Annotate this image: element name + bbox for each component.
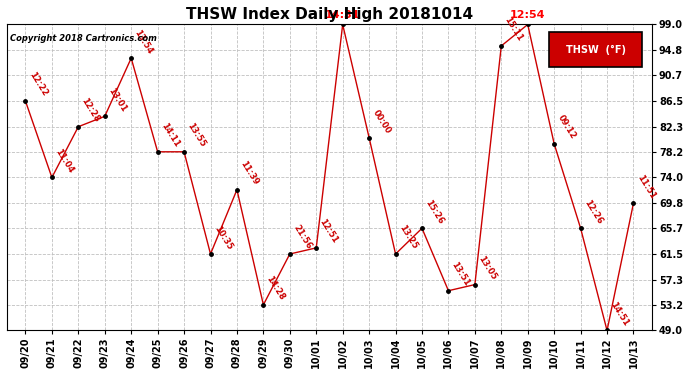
Text: 15:11: 15:11 [503, 16, 524, 43]
Text: 15:26: 15:26 [424, 198, 445, 225]
Text: 12:22: 12:22 [27, 70, 49, 98]
Text: 13:55: 13:55 [186, 122, 207, 149]
Text: 14:11: 14:11 [159, 122, 181, 149]
Text: 13:05: 13:05 [476, 255, 498, 282]
Text: 14:51: 14:51 [609, 300, 630, 328]
Text: 13:25: 13:25 [397, 224, 419, 251]
Text: 11:04: 11:04 [53, 147, 75, 175]
Text: 10:35: 10:35 [212, 224, 234, 251]
Text: 13:54: 13:54 [132, 28, 155, 56]
Text: 11:51: 11:51 [635, 173, 657, 200]
Text: 12:51: 12:51 [317, 217, 339, 245]
Title: THSW Index Daily High 20181014: THSW Index Daily High 20181014 [186, 7, 473, 22]
Text: 12:28: 12:28 [80, 96, 101, 124]
Text: 12:54: 12:54 [510, 10, 546, 20]
Text: Copyright 2018 Cartronics.com: Copyright 2018 Cartronics.com [10, 34, 157, 43]
Text: 09:12: 09:12 [555, 114, 578, 141]
Text: 13:01: 13:01 [106, 86, 128, 114]
Text: 21:56: 21:56 [291, 224, 313, 251]
Text: 14:28: 14:28 [265, 274, 286, 302]
Text: 00:00: 00:00 [371, 108, 392, 135]
FancyBboxPatch shape [549, 32, 642, 68]
Text: 12:26: 12:26 [582, 198, 604, 225]
Text: 11:39: 11:39 [238, 160, 260, 187]
Text: 13:51: 13:51 [450, 261, 472, 288]
Text: 14:31: 14:31 [325, 10, 360, 20]
Text: THSW  (°F): THSW (°F) [566, 45, 626, 55]
